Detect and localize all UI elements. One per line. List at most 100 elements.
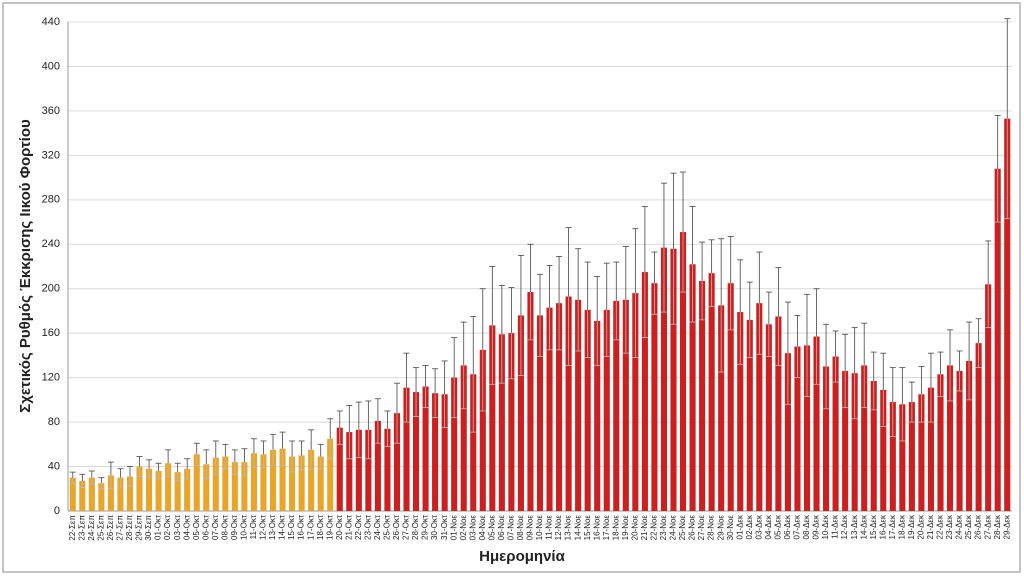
bar [432,393,439,511]
bar [994,168,1001,511]
x-tick-label: 25-Οκτ [383,514,392,540]
bar [708,273,715,511]
x-tick-label: 08-Δεκ [802,514,811,539]
error-bar [689,206,696,323]
bar [737,312,744,511]
x-tick-label: 20-Οκτ [335,514,344,540]
x-tick-label: 30-Σεπ [144,515,153,541]
x-tick-label: 11-Δεκ [831,514,840,539]
error-bar [517,254,524,376]
bar [289,456,296,511]
bar [861,365,868,511]
x-tick-label: 21-Οκτ [344,514,353,540]
bar [565,296,572,511]
bar [374,420,381,511]
bar [460,365,467,511]
x-tick-label: 13-Νοε [564,515,573,541]
x-tick-label: 27-Δεκ [983,514,992,539]
bar [689,264,696,511]
error-bar [727,236,734,331]
x-tick-label: 27-Σεπ [116,515,125,541]
bar [317,456,324,511]
bar [727,283,734,511]
x-tick-label: 31-Οκτ [440,514,449,540]
bar [851,373,858,511]
x-tick-label: 15-Δεκ [869,514,878,539]
error-bar [718,238,725,373]
bar [69,477,76,511]
bar [594,320,601,511]
x-tick-label: 07-Νοε [507,515,516,541]
x-tick-label: 19-Νοε [621,515,630,541]
bar [498,334,505,511]
error-bar [384,410,391,447]
x-tick-label: 16-Δεκ [878,514,887,539]
error-bar [918,366,925,423]
error-bar [451,337,458,419]
x-tick-label: 06-Δεκ [783,514,792,539]
bar [98,483,105,511]
x-tick-label: 23-Σεπ [77,515,86,541]
error-bar [479,288,486,412]
error-bar [117,468,124,487]
x-tick-label: 27-Νοε [697,515,706,541]
x-tick-label: 10-Οκτ [240,514,249,540]
bar [842,370,849,511]
error-bar [365,400,372,460]
bar [88,477,95,511]
bar [451,377,458,511]
x-tick-label: 19-Δεκ [907,514,916,539]
x-tick-label: 23-Νοε [659,515,668,541]
error-bar [823,323,830,410]
bar [775,316,782,511]
bar [203,464,210,511]
error-bar [336,410,343,445]
bar [269,449,277,511]
bar [241,462,248,511]
x-tick-label: 02-Δεκ [745,514,754,539]
x-tick-label: 09-Δεκ [812,514,821,539]
bar [899,404,906,511]
error-bar [603,262,610,357]
x-tick-label: 30-Οκτ [430,514,439,540]
bar [918,394,925,511]
bar [613,300,620,511]
bar [880,389,887,511]
x-tick-label: 24-Δεκ [955,514,964,539]
error-bar [79,473,86,489]
error-bar [994,114,1001,223]
bar [1004,118,1011,512]
x-tick-label: 21-Δεκ [926,514,935,539]
x-tick-label: 22-Οκτ [354,514,363,540]
x-tick-label: 16-Νοε [592,515,601,541]
error-bar [908,381,915,423]
error-bar [680,171,687,293]
error-bar [1004,18,1011,220]
error-bar [374,398,381,444]
x-tick-label: 07-Οκτ [211,514,220,540]
x-tick-label: 20-Νοε [630,515,639,541]
x-tick-label: 18-Οκτ [316,514,325,540]
y-tick-label: 40 [48,460,60,472]
error-bar [537,273,543,357]
error-bar [317,443,324,470]
bar [584,309,591,511]
bar [813,336,820,511]
x-tick-label: 02-Νοε [459,515,468,541]
error-bar [193,442,200,466]
bar [489,325,496,511]
error-bar [699,241,706,321]
x-tick-label: 19-Οκτ [325,514,334,540]
x-tick-label: 14-Δεκ [859,514,868,539]
bar [193,454,200,511]
bar [765,324,772,511]
error-bar [432,368,439,419]
error-bar [622,246,629,354]
bar [927,387,935,511]
bar [336,427,343,511]
error-bar [298,440,305,471]
error-bar [756,251,763,355]
x-tick-label: 17-Νοε [602,515,611,541]
x-tick-label: 30-Νοε [726,515,735,541]
x-tick-label: 11-Οκτ [249,514,258,539]
